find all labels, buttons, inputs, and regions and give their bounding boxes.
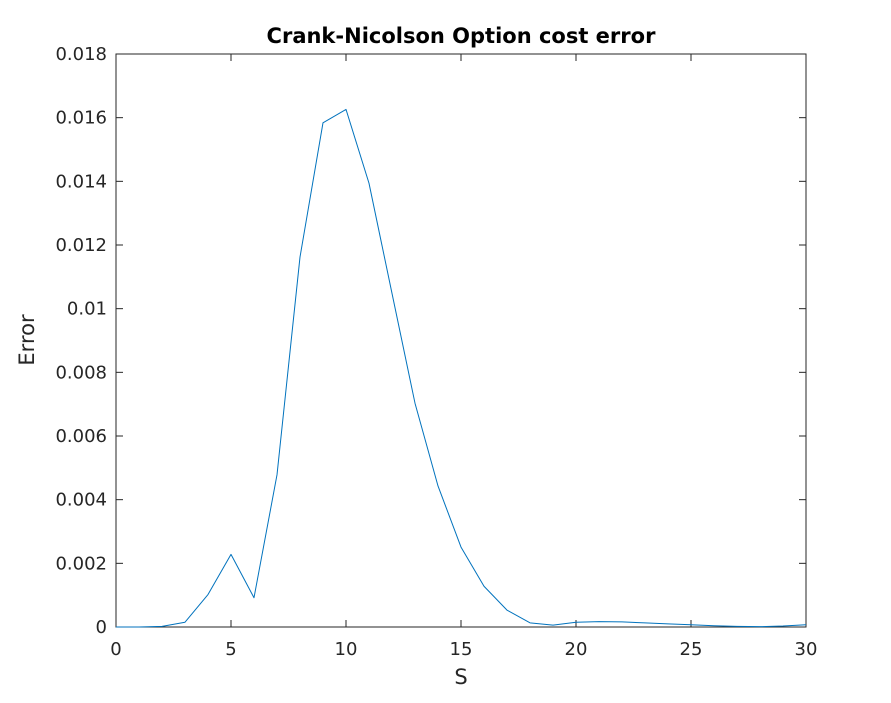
y-tick-label: 0 [96, 617, 107, 638]
y-tick-label: 0.012 [55, 235, 107, 256]
y-tick-label: 0.008 [55, 362, 107, 383]
x-tick-label: 30 [795, 639, 818, 660]
x-tick-label: 10 [335, 639, 358, 660]
y-tick-label: 0.004 [55, 490, 107, 511]
y-tick-label: 0.01 [67, 299, 107, 320]
series-line [116, 108, 807, 628]
y-axis-label: Error [15, 314, 39, 366]
y-tick-label: 0.006 [55, 426, 107, 447]
x-tick-label: 15 [450, 639, 473, 660]
y-tick-label: 0.002 [55, 553, 107, 574]
y-tick-label: 0.018 [55, 44, 107, 65]
chart-title: Crank-Nicolson Option cost error [267, 24, 657, 48]
y-tick-label: 0.016 [55, 108, 107, 129]
plot-area [115, 53, 807, 628]
x-axis-ticks: 0 5 10 15 20 25 30 [110, 54, 817, 660]
series-layer [116, 108, 807, 628]
x-tick-label: 5 [225, 639, 236, 660]
x-axis-label: S [454, 665, 467, 689]
x-tick-label: 25 [680, 639, 703, 660]
y-tick-label: 0.014 [55, 171, 107, 192]
x-tick-label: 0 [110, 639, 121, 660]
x-tick-label: 20 [565, 639, 588, 660]
y-axis-ticks: 0 0.002 0.004 0.006 0.008 0.01 0.012 0.014 0.016… [55, 44, 806, 638]
